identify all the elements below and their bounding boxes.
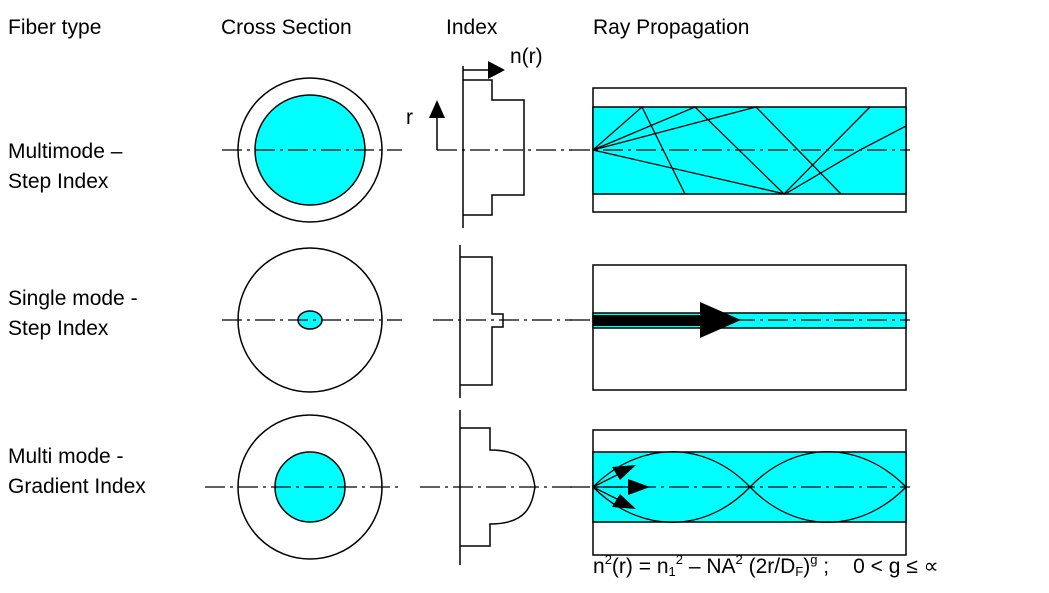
ray-path-4 bbox=[592, 125, 907, 195]
index-profile-multimode-gradient bbox=[420, 410, 572, 565]
formula-part: ; bbox=[817, 555, 830, 578]
r-axis-arrowhead bbox=[429, 100, 445, 118]
row-label-line2: Step Index bbox=[8, 317, 109, 340]
ray-path-1 bbox=[592, 105, 686, 195]
row-label-line2: Gradient Index bbox=[8, 475, 146, 498]
ray-arrowhead bbox=[612, 465, 636, 480]
cross-section-multimode-step bbox=[222, 77, 402, 223]
formula-part: n bbox=[593, 555, 605, 578]
row-label-line1: Multimode – bbox=[8, 140, 123, 163]
formula-condition: 0 < g ≤ ∝ bbox=[853, 555, 939, 578]
formula-sup: 2 bbox=[675, 552, 683, 567]
header-index: Index bbox=[446, 16, 498, 39]
step-profile bbox=[463, 79, 525, 216]
formula-part: ) bbox=[803, 555, 811, 578]
ray-arrowhead bbox=[612, 494, 636, 509]
ray-propagation-multimode-gradient bbox=[570, 429, 910, 556]
row-label-multimode-gradient: Multi mode - Gradient Index bbox=[8, 445, 146, 498]
index-formula: n2(r) = n12 – NA2 (2r/DF)g ; 0 < g ≤ ∝ bbox=[593, 552, 939, 579]
formula-part: – NA bbox=[682, 555, 736, 578]
header-fiber-type: Fiber type bbox=[8, 16, 101, 39]
formula-sup: 2 bbox=[735, 552, 743, 567]
row-label-line1: Multi mode - bbox=[8, 445, 124, 468]
r-label: r bbox=[406, 106, 413, 129]
row-label-line1: Single mode - bbox=[8, 287, 138, 310]
formula-sup: 2 bbox=[604, 552, 612, 567]
formula-part: (r) = n bbox=[611, 555, 669, 578]
n-of-r-label: n(r) bbox=[510, 45, 543, 68]
n-axis-arrowhead bbox=[488, 61, 505, 79]
ray-path-3 bbox=[592, 106, 842, 195]
index-profile-multimode-step: n(r) r bbox=[406, 45, 572, 228]
cross-section-multimode-gradient bbox=[205, 414, 402, 560]
row-label-line2: Step Index bbox=[8, 170, 109, 193]
row-label-multimode-step: Multimode – Step Index bbox=[8, 140, 123, 193]
step-profile bbox=[460, 256, 504, 386]
formula-part: (2r/D bbox=[742, 555, 796, 578]
header-ray-propagation: Ray Propagation bbox=[593, 16, 749, 39]
formula-sup: g bbox=[810, 552, 818, 567]
ray-propagation-singlemode-step bbox=[570, 264, 910, 391]
index-profile-singlemode-step bbox=[433, 245, 572, 398]
row-label-singlemode-step: Single mode - Step Index bbox=[8, 287, 138, 340]
formula-sub: 1 bbox=[668, 564, 676, 579]
cross-section-singlemode-step bbox=[222, 247, 402, 393]
ray-propagation-multimode-step bbox=[570, 87, 910, 213]
header-cross-section: Cross Section bbox=[221, 16, 352, 39]
formula-sub: F bbox=[795, 564, 804, 579]
